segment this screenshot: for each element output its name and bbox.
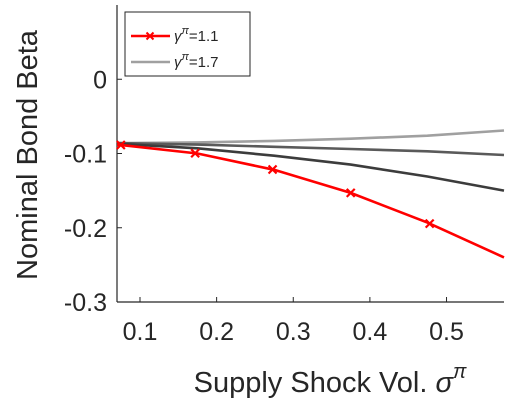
data-point-marker [190,148,200,159]
data-point-marker [116,140,126,150]
data-point-marker [424,218,435,229]
series-line [116,142,505,192]
axis-labels: Nominal Bond Beta Supply Shock Vol. σπ [12,29,467,399]
y-tick-label: -0.3 [64,289,107,317]
legend-label: γπ=1.1 [174,25,219,45]
series-3 [116,141,505,157]
series-2 [116,142,505,192]
series-4 [116,129,505,145]
x-tick-label: 0.1 [123,318,158,346]
y-tick-label: 0 [93,66,107,94]
series-layer [116,129,505,259]
data-point-marker [345,188,356,198]
legend: γπ=1.1 γπ=1.7 [124,11,251,77]
legend-item-1: γπ=1.1 [131,25,219,45]
y-tick-label: -0.2 [64,215,107,243]
legend-box [124,11,251,77]
series-1 [116,140,505,259]
legend-item-2: γπ=1.7 [131,51,219,71]
x-tick-label: 0.3 [276,318,311,346]
series-line [116,143,505,259]
legend-label: γπ=1.7 [174,51,219,71]
x-tick-label: 0.2 [199,318,234,346]
x-axis-label: Supply Shock Vol. σπ [194,361,467,399]
x-tick-label: 0.5 [429,318,464,346]
legend-marker [145,31,155,41]
y-axis-label: Nominal Bond Beta [12,29,44,280]
x-tick-label: 0.4 [353,318,388,346]
y-tick-label: -0.1 [64,141,107,169]
series-line [116,129,505,145]
axes: 0 -0.1 -0.2 -0.3 0.1 0.2 0.3 0.4 0.5 [64,5,504,346]
series-line [116,141,505,157]
data-point-marker [267,164,278,175]
